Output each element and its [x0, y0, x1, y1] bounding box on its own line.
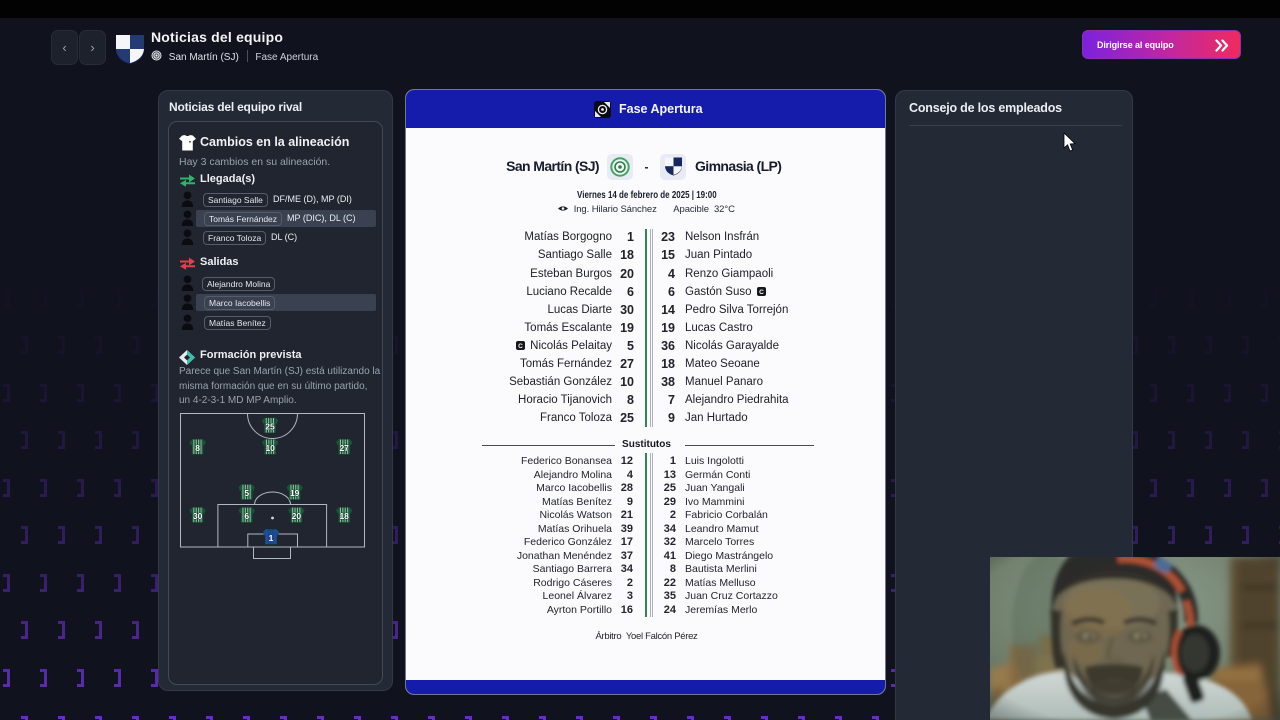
svg-text:20: 20: [292, 511, 302, 521]
svg-text:6: 6: [244, 511, 249, 521]
svg-text:C: C: [518, 343, 523, 350]
svg-text:1: 1: [269, 533, 274, 543]
svg-text:C: C: [760, 289, 765, 296]
svg-text:18: 18: [339, 511, 349, 521]
svg-text:5: 5: [244, 488, 249, 498]
svg-text:8: 8: [195, 443, 200, 453]
svg-text:30: 30: [193, 511, 203, 521]
svg-text:19: 19: [290, 488, 300, 498]
svg-text:10: 10: [265, 443, 275, 453]
svg-text:25: 25: [265, 421, 275, 431]
svg-text:27: 27: [339, 443, 349, 453]
